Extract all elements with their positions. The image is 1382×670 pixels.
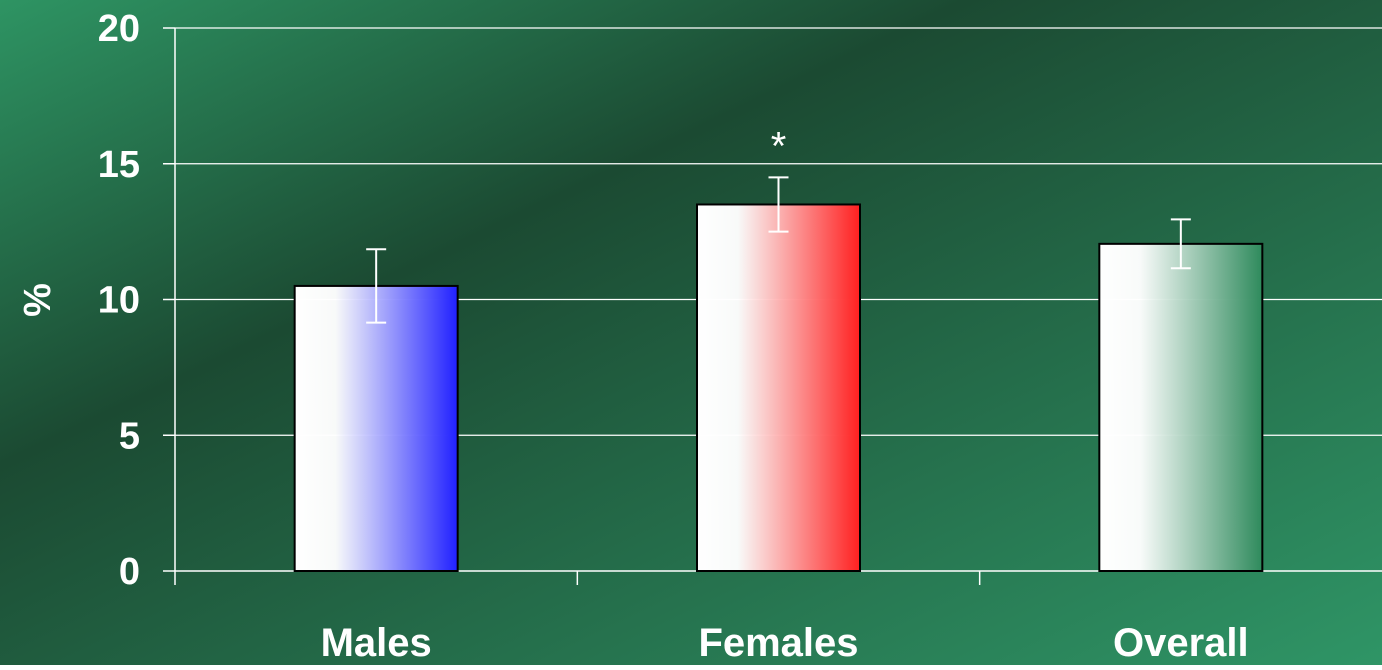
x-tick-label: Males [321, 621, 432, 665]
bar-overall [1098, 242, 1264, 572]
y-tick-label: 0 [119, 551, 140, 593]
bars [293, 176, 1264, 572]
error-bar [768, 176, 789, 233]
x-tick-label: Overall [1113, 621, 1249, 665]
error-bar [366, 248, 387, 324]
y-tick-label: 5 [119, 415, 140, 457]
bar-females [696, 203, 861, 572]
significance-marker: * [771, 124, 787, 168]
x-tick-label: Females [698, 621, 858, 665]
y-tick-label: 15 [98, 144, 140, 186]
labels: 0 5 10 15 20 Males Females * Overall [98, 8, 1249, 665]
error-bar [1170, 218, 1191, 270]
y-axis-label: % [17, 283, 59, 317]
y-tick-label: 20 [98, 8, 140, 50]
bar-males [293, 284, 459, 572]
y-tick-label: 10 [98, 280, 140, 322]
